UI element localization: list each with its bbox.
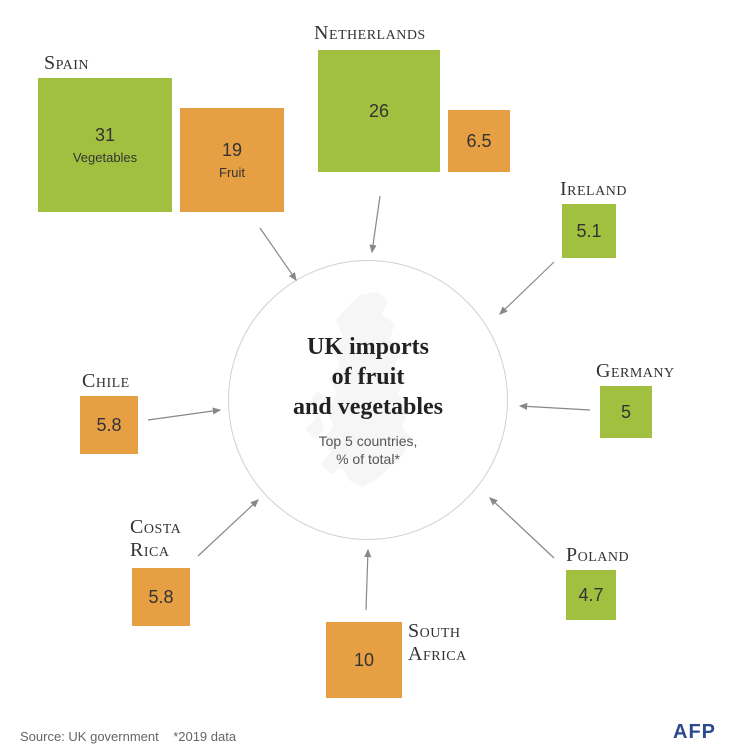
arrow-chile: [148, 410, 220, 420]
box-germany-vegetables: 5: [600, 386, 652, 438]
box-value: 4.7: [578, 585, 603, 606]
box-value: 5.8: [96, 415, 121, 436]
footer-left: Source: UK government *2019 data: [20, 729, 236, 744]
box-spain-vegetables: 31 Vegetables: [38, 78, 172, 212]
box-spain-fruit: 19 Fruit: [180, 108, 284, 212]
box-netherlands-fruit: 6.5: [448, 110, 510, 172]
arrow-costa-rica: [198, 500, 258, 556]
country-label-netherlands: Netherlands: [314, 22, 426, 45]
box-costa-rica-fruit: 5.8: [132, 568, 190, 626]
box-netherlands-vegetables: 26: [318, 50, 440, 172]
box-value: 6.5: [466, 131, 491, 152]
country-label-poland: Poland: [566, 544, 629, 567]
arrow-netherlands: [372, 196, 380, 252]
box-value: 26: [369, 101, 389, 122]
infographic-canvas: UK imports of fruit and vegetables Top 5…: [0, 0, 736, 756]
arrow-spain: [260, 228, 296, 280]
center-title-line2: of fruit: [332, 364, 405, 390]
box-value: 31: [95, 125, 115, 146]
country-label-spain: Spain: [44, 52, 89, 75]
center-subtitle: Top 5 countries, % of total*: [293, 432, 443, 468]
footer: Source: UK government *2019 data AFP: [20, 721, 716, 744]
box-value: 5.8: [148, 587, 173, 608]
box-value: 5: [621, 402, 631, 423]
center-title: UK imports of fruit and vegetables: [293, 332, 443, 422]
box-sublabel: Vegetables: [73, 150, 137, 165]
arrow-poland: [490, 498, 554, 558]
box-chile-fruit: 5.8: [80, 396, 138, 454]
afp-logo: AFP: [673, 721, 716, 744]
arrow-germany: [520, 406, 590, 410]
country-label-germany: Germany: [596, 360, 675, 383]
box-value: 10: [354, 650, 374, 671]
box-poland-vegetables: 4.7: [566, 570, 616, 620]
country-label-south-africa: SouthAfrica: [408, 620, 467, 666]
center-title-line1: UK imports: [307, 334, 429, 360]
center-sub-line2: % of total*: [336, 451, 400, 467]
box-sublabel: Fruit: [219, 165, 245, 180]
center-title-line3: and vegetables: [293, 394, 443, 420]
box-ireland-vegetables: 5.1: [562, 204, 616, 258]
center-circle: UK imports of fruit and vegetables Top 5…: [228, 260, 508, 540]
box-value: 5.1: [576, 221, 601, 242]
arrow-south-africa: [366, 550, 368, 610]
country-label-chile: Chile: [82, 370, 130, 393]
country-label-costa-rica: CostaRica: [130, 516, 181, 562]
country-label-ireland: Ireland: [560, 178, 627, 201]
box-value: 19: [222, 140, 242, 161]
footer-source: Source: UK government: [20, 729, 159, 744]
arrow-ireland: [500, 262, 554, 314]
center-sub-line1: Top 5 countries,: [319, 433, 418, 449]
box-south-africa-fruit: 10: [326, 622, 402, 698]
footer-note: *2019 data: [173, 729, 236, 744]
